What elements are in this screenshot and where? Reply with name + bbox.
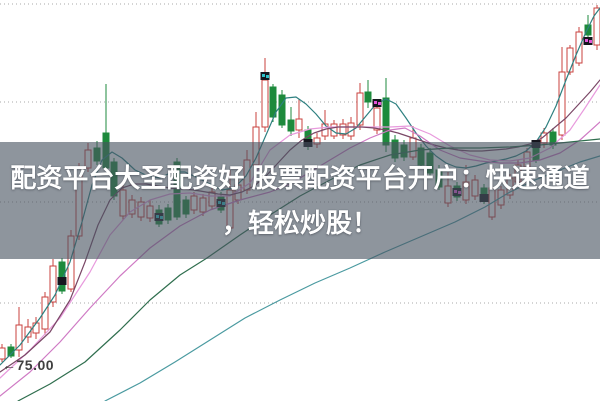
promo-line-1: 配资平台大圣配资好 股票配资平台开户：快速通道 <box>10 162 590 193</box>
price-label: ←75.00 <box>2 357 54 373</box>
left-arrow-icon: ← <box>2 357 17 373</box>
price-value: 75.00 <box>16 357 55 373</box>
promo-line-2: ，轻松炒股！ <box>221 207 378 238</box>
promo-banner: 配资平台大圣配资好 股票配资平台开户：快速通道 ，轻松炒股！ <box>0 142 600 259</box>
